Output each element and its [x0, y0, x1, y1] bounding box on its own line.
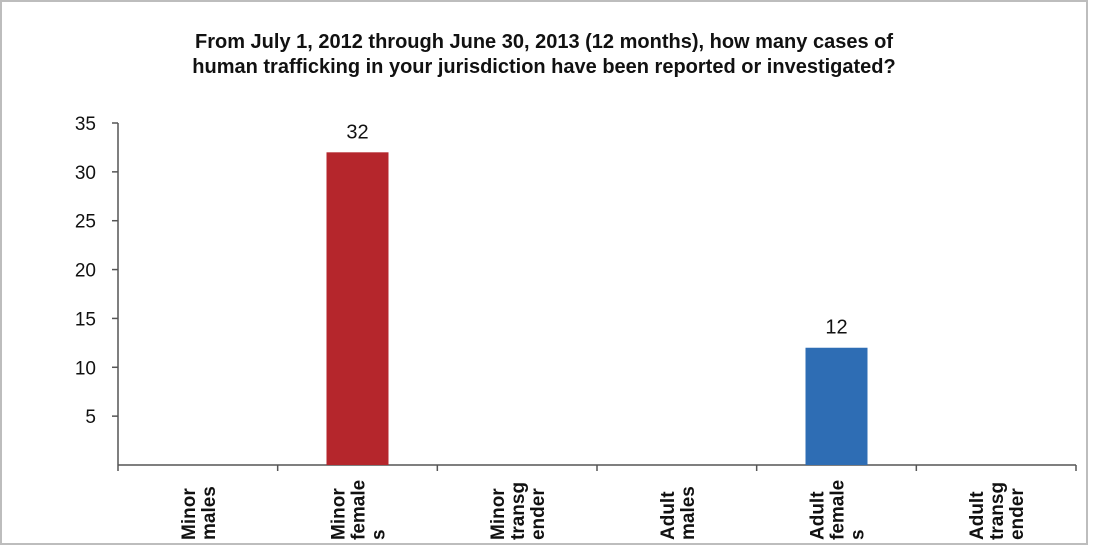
y-tick-label: 10	[75, 358, 96, 379]
category-label: Minor	[329, 488, 350, 540]
category-label: Minor	[488, 488, 509, 540]
category-label: Minor	[179, 488, 200, 540]
category-label: female	[349, 480, 370, 540]
category-labels: Minor males Minor female s Minor transg ender Ad…	[179, 480, 1028, 540]
category-label: males	[199, 486, 220, 540]
category-label: Adult	[658, 491, 679, 540]
category-label: ender	[528, 488, 549, 540]
category-label: Adult	[808, 491, 829, 540]
y-tick-label: 35	[75, 114, 96, 135]
data-label: 12	[825, 317, 847, 339]
bar	[326, 152, 389, 466]
category-label: transg	[987, 482, 1008, 540]
category-label: males	[678, 486, 699, 540]
bars	[326, 152, 868, 466]
category-label: transg	[508, 482, 529, 540]
data-label: 32	[346, 121, 368, 143]
y-axis: 35 30 25 20 15 10 5	[75, 114, 119, 465]
y-tick-label: 5	[85, 407, 96, 428]
y-tick-label: 15	[75, 309, 96, 330]
category-label: s	[848, 529, 869, 540]
x-axis	[117, 464, 1077, 471]
y-tick-label: 20	[75, 261, 96, 282]
category-label: s	[369, 529, 390, 540]
data-labels: 32 12	[346, 121, 847, 338]
y-tick-label: 30	[75, 163, 96, 184]
chart-title: From July 1, 2012 through June 30, 2013 …	[192, 31, 896, 78]
category-label: ender	[1007, 488, 1028, 540]
category-label: Adult	[967, 491, 988, 540]
category-label: female	[828, 480, 849, 540]
y-tick-label: 25	[75, 212, 96, 233]
bar	[805, 347, 868, 465]
